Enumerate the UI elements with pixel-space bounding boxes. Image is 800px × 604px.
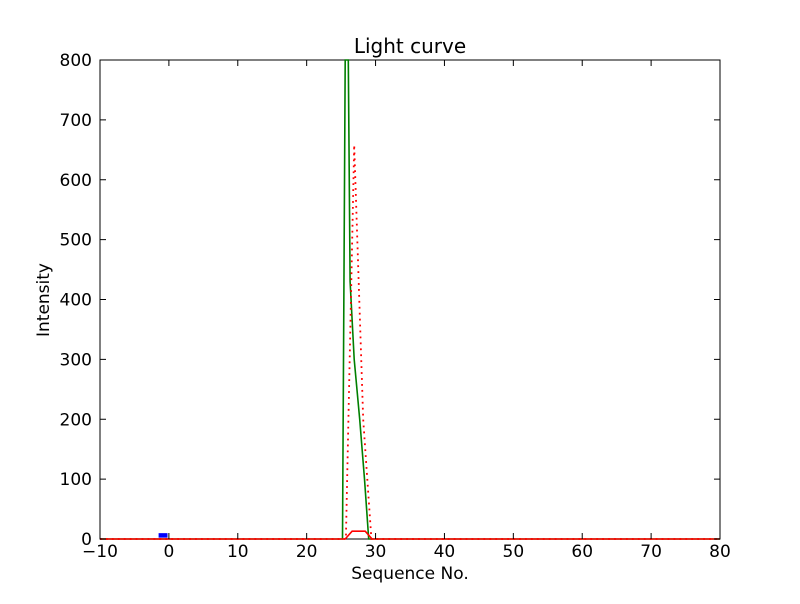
chart-title: Light curve: [354, 34, 466, 58]
y-tick-label: 200: [60, 410, 92, 430]
x-tick-label: 30: [365, 542, 387, 562]
x-tick-label: 20: [296, 542, 318, 562]
y-tick-label: 400: [60, 291, 92, 311]
red-dotted-line: [100, 144, 720, 540]
y-tick-label: 700: [60, 111, 92, 131]
plot-frame: [99, 59, 721, 540]
y-tick-label: 600: [60, 171, 92, 191]
x-tick-label: 10: [227, 542, 249, 562]
x-tick-label: 50: [503, 542, 525, 562]
y-tick-label: 0: [81, 530, 92, 550]
y-tick-label: 500: [60, 231, 92, 251]
y-tick-label: 300: [60, 350, 92, 370]
x-tick-label: −10: [82, 542, 118, 562]
red-solid-line: [100, 530, 720, 540]
y-axis-label: Intensity: [34, 263, 54, 337]
green-solid-line: [100, 59, 720, 540]
x-axis-label: Sequence No.: [351, 564, 468, 584]
y-tick-label: 800: [60, 51, 92, 71]
y-tick-label: 100: [60, 470, 92, 490]
x-tick-label: 60: [571, 542, 593, 562]
x-tick-label: 0: [163, 542, 174, 562]
x-tick-label: 70: [640, 542, 662, 562]
x-tick-label: 40: [434, 542, 456, 562]
x-tick-label: 80: [709, 542, 731, 562]
